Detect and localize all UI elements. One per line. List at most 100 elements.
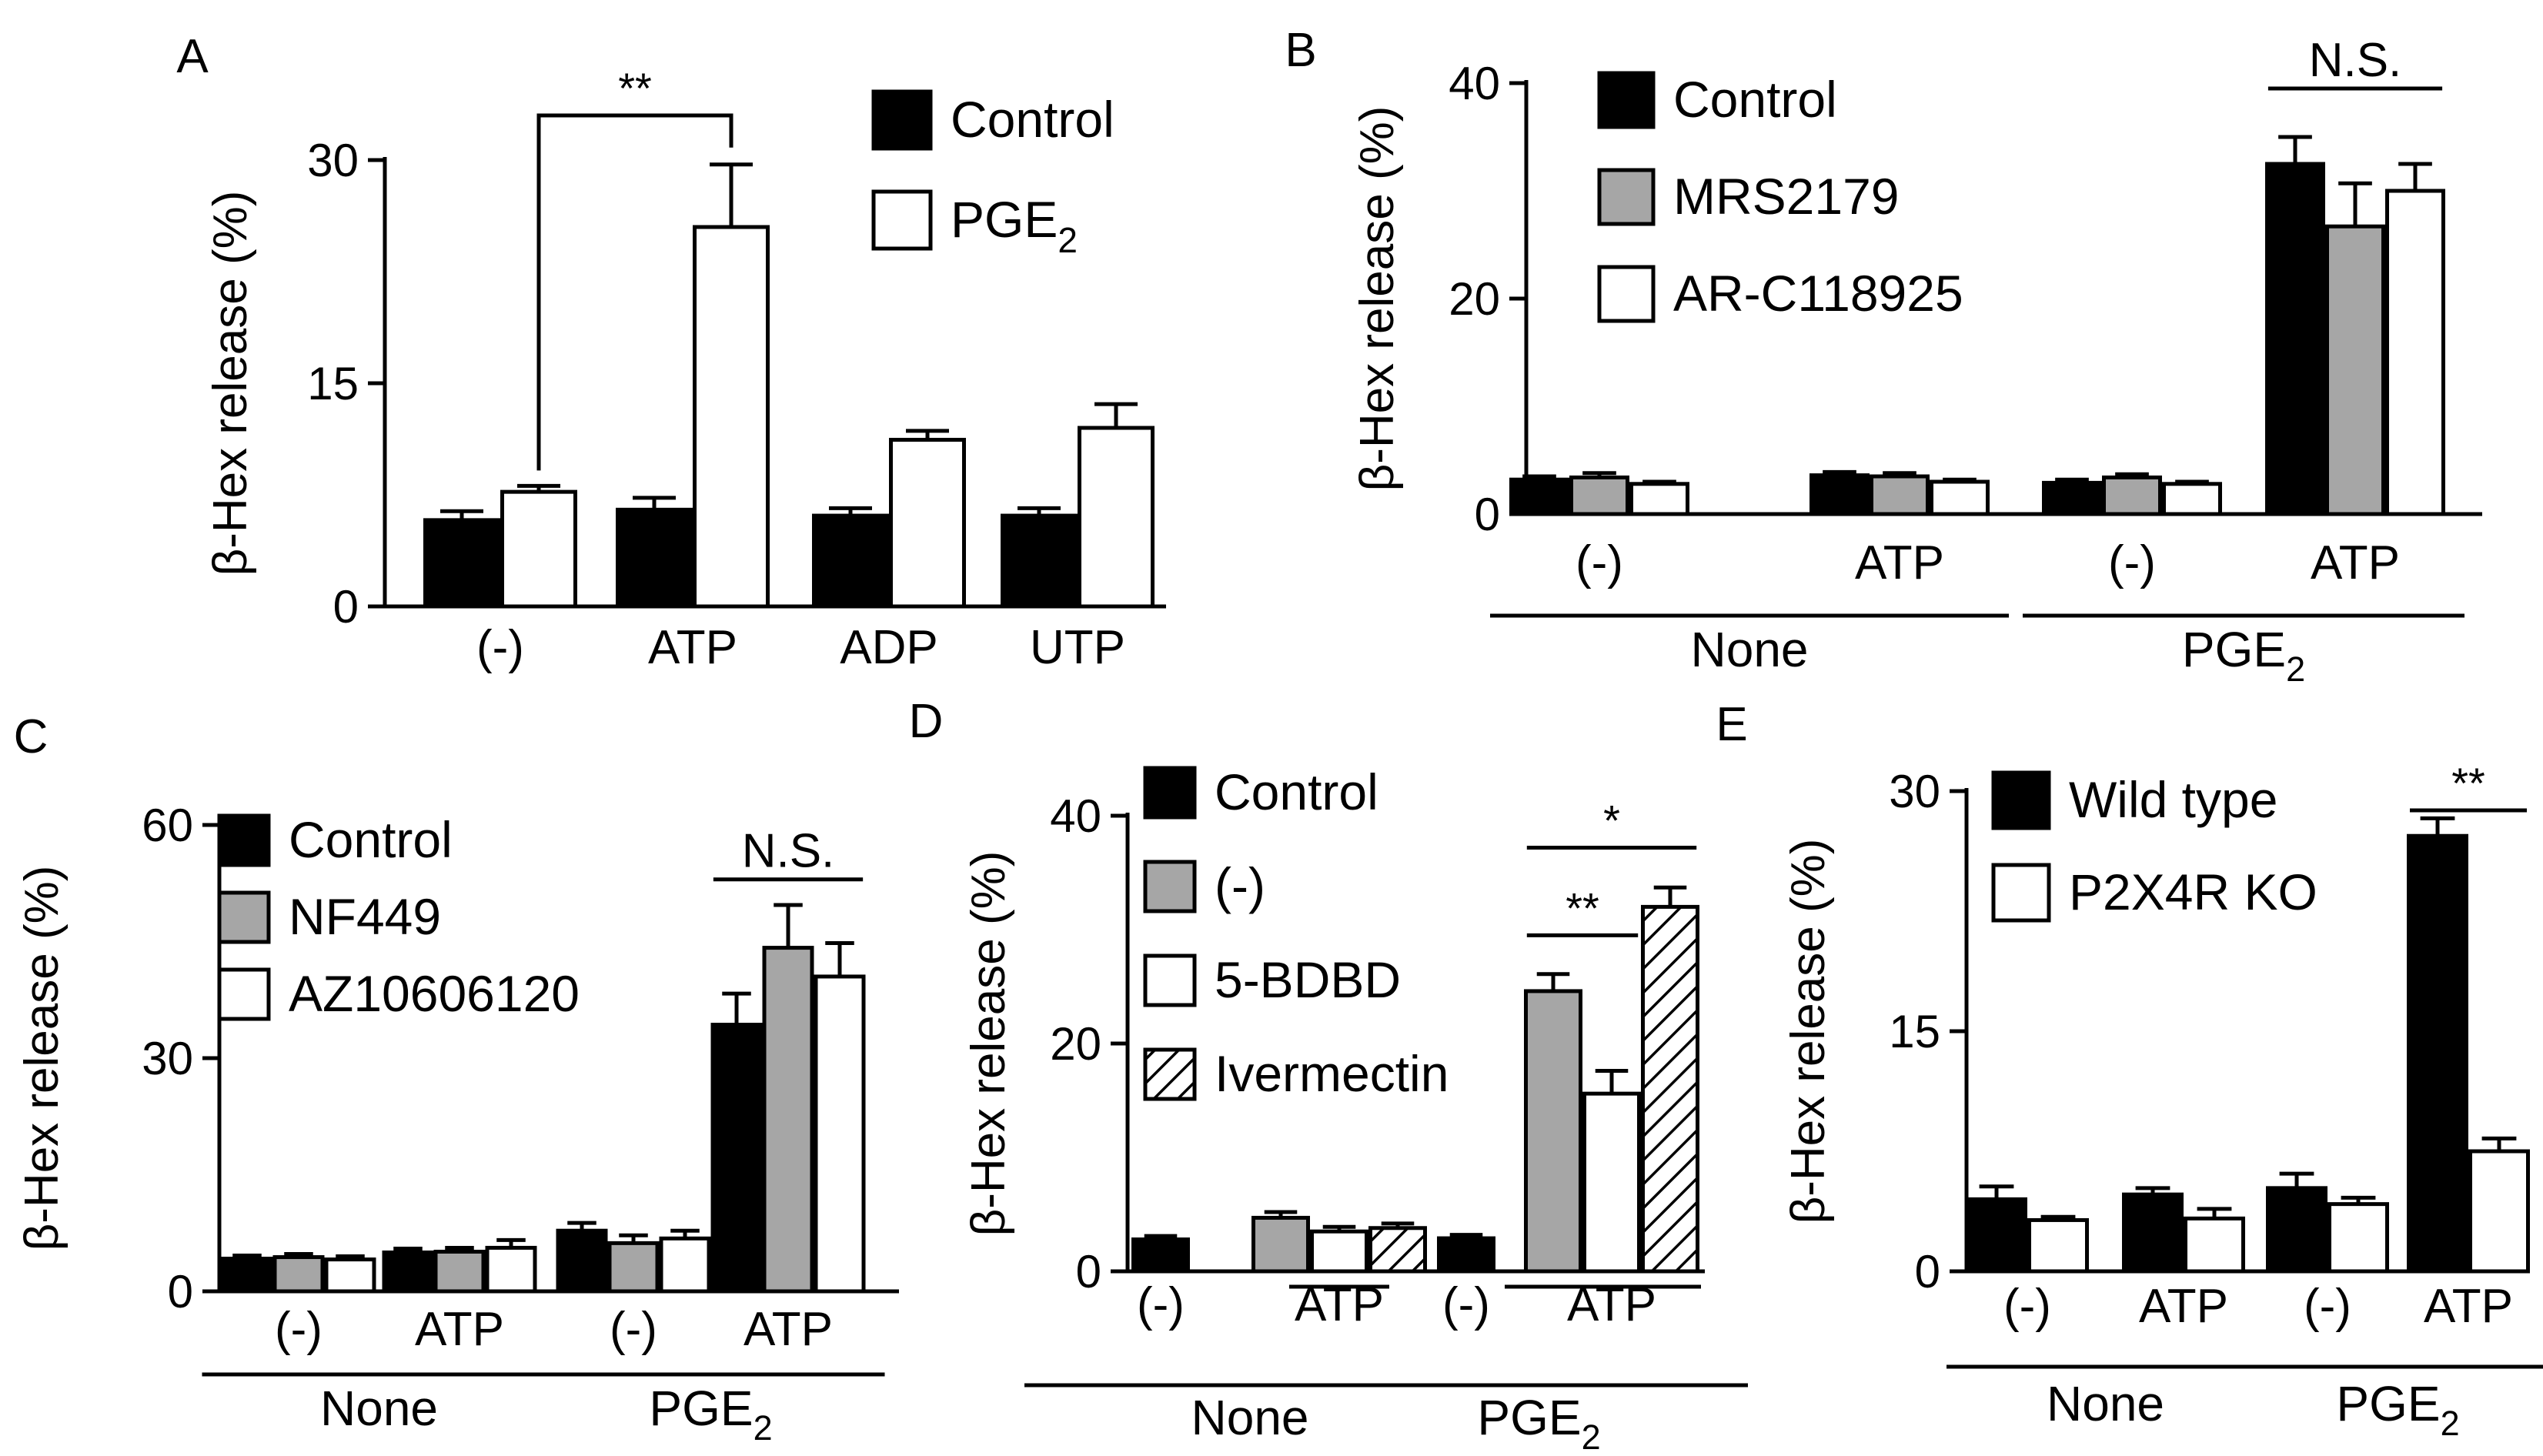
legend-label: 5-BDBD — [1215, 951, 1401, 1008]
panel-c: Cβ-Hex release (%) 0 30 60 (-) ATP (-) ATP None P… — [14, 710, 899, 1448]
x-tick-label: ATP — [648, 621, 737, 674]
bar — [1310, 1229, 1368, 1274]
y-tick-label: 0 — [333, 581, 359, 633]
bar — [693, 225, 770, 609]
panel-a: Aβ-Hex release (%) 0 15 30 (-) ATP ADP UTP ** Con… — [176, 30, 1166, 674]
x-tick-label: (-) — [2108, 536, 2156, 589]
legend-label: MRS2179 — [1673, 168, 1900, 225]
bar — [889, 437, 966, 609]
bar — [2184, 1216, 2245, 1274]
bar — [2266, 1186, 2327, 1274]
legend-label: AZ10606120 — [289, 965, 580, 1022]
y-tick-label: 30 — [1889, 766, 1940, 817]
y-axis-label: β-Hex release (%) — [15, 866, 69, 1251]
group-label: PGE2 — [2182, 622, 2305, 689]
bar — [485, 1245, 537, 1294]
panel-letter: A — [176, 30, 209, 83]
y-tick-label: 0 — [168, 1266, 193, 1317]
bar — [1641, 904, 1699, 1274]
bar — [1966, 1197, 2027, 1274]
y-tick-label: 30 — [307, 135, 359, 186]
x-tick-label: (-) — [476, 621, 524, 674]
legend-label: P2X4R KO — [2069, 863, 2317, 920]
bar — [1131, 1237, 1190, 1274]
bar — [382, 1251, 434, 1294]
significance-ns: N.S. — [2309, 34, 2402, 87]
y-tick-label: 20 — [1449, 273, 1500, 325]
bar — [812, 513, 889, 609]
significance-ns: N.S. — [742, 825, 835, 878]
bar — [221, 1257, 273, 1294]
bar — [423, 518, 500, 609]
group-label: None — [2047, 1376, 2164, 1431]
bar — [556, 1228, 608, 1294]
bar — [814, 974, 866, 1294]
x-tick-label: ATP — [415, 1303, 504, 1356]
bar — [1078, 426, 1155, 609]
y-tick-label: 40 — [1050, 790, 1101, 842]
bar — [1930, 479, 1990, 516]
legend-swatch — [1597, 168, 1656, 226]
legend-swatch — [1597, 71, 1656, 129]
bar — [1509, 477, 1569, 516]
legend-label: NF449 — [289, 888, 441, 945]
group-label: None — [320, 1381, 438, 1436]
bar — [607, 1241, 660, 1294]
y-tick-label: 30 — [142, 1033, 193, 1084]
bar — [2162, 482, 2222, 516]
y-tick-label: 15 — [1889, 1006, 1940, 1057]
group-label: PGE2 — [2336, 1376, 2459, 1443]
bar — [2102, 475, 2162, 516]
bar — [324, 1257, 376, 1294]
panel-letter: D — [909, 695, 944, 748]
legend-label: Control — [1215, 763, 1378, 820]
y-axis-label: β-Hex release (%) — [1351, 106, 1404, 492]
legend-swatch — [217, 890, 271, 944]
x-tick-label: (-) — [610, 1303, 657, 1356]
legend-label: Control — [951, 91, 1114, 148]
bar — [500, 489, 577, 609]
legend-swatch — [217, 813, 271, 867]
bar — [659, 1236, 711, 1294]
bar — [1368, 1226, 1427, 1274]
legend-swatch — [1143, 1047, 1197, 1101]
bar — [2407, 833, 2468, 1274]
bar — [1629, 482, 1689, 516]
legend-swatch — [1991, 863, 2051, 923]
bar — [616, 507, 693, 609]
x-tick-label: (-) — [1442, 1278, 1490, 1331]
y-tick-label: 20 — [1050, 1018, 1101, 1070]
group-label: None — [1691, 622, 1809, 677]
bar — [2042, 480, 2102, 516]
x-tick-label: (-) — [2003, 1280, 2051, 1333]
legend-swatch — [1991, 770, 2051, 830]
group-label: None — [1191, 1390, 1309, 1445]
bar — [2265, 162, 2325, 516]
legend-label: Control — [1673, 71, 1837, 128]
x-tick-label: ATP — [2424, 1280, 2513, 1333]
x-tick-label: ATP — [2139, 1280, 2228, 1333]
x-tick-label: ATP — [2311, 536, 2400, 589]
bar — [1524, 989, 1582, 1274]
bar — [1251, 1215, 1310, 1274]
bar — [2327, 1202, 2389, 1274]
legend-label: PGE2 — [951, 191, 1078, 260]
y-tick-label: 0 — [1076, 1246, 1101, 1297]
legend-swatch — [1143, 953, 1197, 1007]
legend-label: AR-C118925 — [1673, 265, 1963, 322]
y-tick-label: 0 — [1475, 489, 1500, 540]
y-axis-label: β-Hex release (%) — [1782, 839, 1835, 1224]
panel-letter: C — [14, 710, 48, 763]
legend-swatch — [1143, 766, 1197, 820]
legend-label: Control — [289, 811, 453, 868]
x-tick-label: (-) — [1576, 536, 1623, 589]
significance-marker: ** — [618, 64, 652, 112]
bar — [2122, 1192, 2184, 1274]
y-tick-label: 0 — [1915, 1246, 1940, 1297]
group-label: PGE2 — [649, 1381, 772, 1448]
x-tick-label: ATP — [744, 1303, 833, 1356]
bar — [1870, 474, 1930, 516]
legend-swatch — [1143, 860, 1197, 913]
legend-label: (-) — [1215, 857, 1265, 914]
